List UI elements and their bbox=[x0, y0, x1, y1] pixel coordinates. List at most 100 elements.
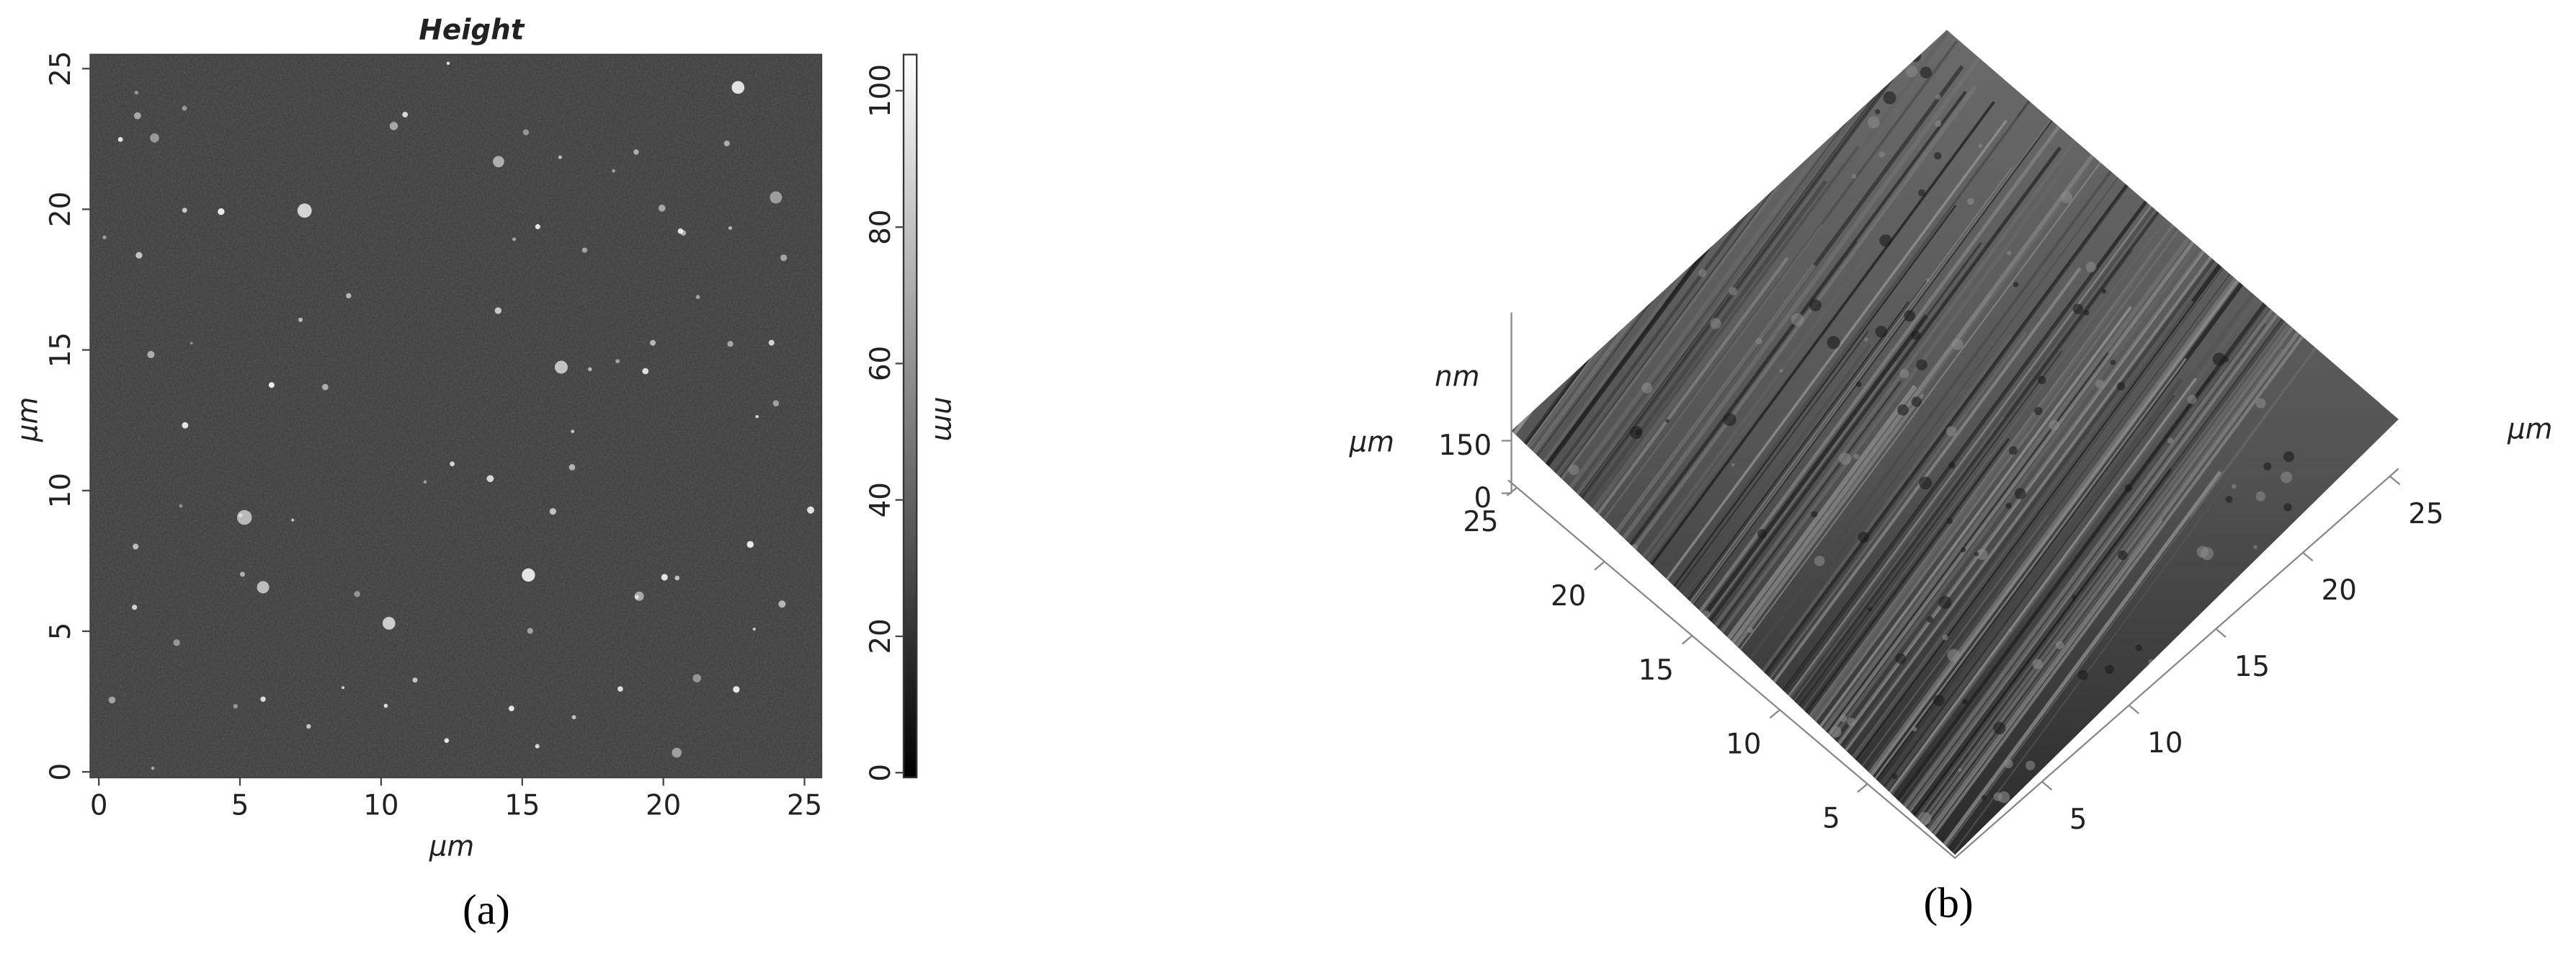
y-tick-label: 25 bbox=[45, 51, 77, 86]
speck bbox=[2148, 659, 2154, 665]
y-tick bbox=[1769, 709, 1781, 719]
ridge bbox=[1927, 293, 2329, 832]
particle bbox=[147, 351, 155, 359]
x-axis-label: μm bbox=[2507, 413, 2552, 445]
colorbar-tick-label: 0 bbox=[865, 764, 897, 782]
x-tick-label: 25 bbox=[2408, 498, 2443, 530]
speck bbox=[1962, 698, 1968, 705]
x-tick-label: 5 bbox=[231, 789, 249, 822]
speck bbox=[2072, 595, 2077, 600]
ridge bbox=[1721, 231, 2020, 633]
particle bbox=[402, 112, 409, 117]
ridge bbox=[1575, 79, 1885, 496]
particle bbox=[746, 540, 754, 548]
particle bbox=[642, 368, 649, 375]
speck bbox=[1853, 453, 1859, 460]
speck bbox=[1947, 649, 1960, 662]
speck bbox=[1814, 556, 1825, 566]
colorbar-tick-label: 20 bbox=[865, 618, 897, 654]
particle bbox=[692, 674, 701, 682]
y-tick bbox=[1506, 486, 1517, 497]
y-tick-label: 5 bbox=[45, 623, 77, 641]
speck bbox=[1909, 50, 1922, 63]
y-tick bbox=[1681, 635, 1693, 645]
speck bbox=[1927, 616, 1934, 623]
y-tick-label: 20 bbox=[45, 192, 77, 227]
speck bbox=[1665, 419, 1670, 423]
speck bbox=[2281, 471, 2293, 484]
speck bbox=[1755, 337, 1762, 344]
speck bbox=[2049, 419, 2060, 431]
particle bbox=[341, 686, 345, 690]
particle bbox=[102, 235, 107, 240]
particle bbox=[778, 600, 786, 608]
ridge bbox=[1879, 378, 2183, 786]
speck bbox=[1779, 368, 1783, 373]
ridge bbox=[1689, 279, 1927, 602]
speck bbox=[1993, 721, 2006, 735]
particle bbox=[768, 339, 775, 346]
ridge bbox=[1761, 334, 2013, 672]
particle bbox=[182, 105, 187, 111]
base-axes bbox=[1507, 468, 2399, 860]
particle bbox=[190, 342, 193, 344]
particle bbox=[268, 382, 275, 388]
caption: (a) bbox=[463, 886, 510, 933]
ridge bbox=[1683, 343, 1871, 597]
speck bbox=[1935, 94, 1941, 100]
ridge bbox=[1632, 85, 1978, 550]
ridge bbox=[1902, 258, 2308, 806]
speck bbox=[1918, 811, 1932, 825]
ridge bbox=[1904, 322, 2268, 810]
x-tick-label: 25 bbox=[787, 789, 822, 822]
particle bbox=[615, 359, 620, 364]
speck bbox=[1867, 607, 1872, 612]
speck bbox=[1946, 426, 1957, 437]
ridge bbox=[1870, 246, 2263, 776]
ridge bbox=[1884, 271, 2271, 791]
speck bbox=[2025, 760, 2036, 770]
speck bbox=[1981, 795, 1987, 801]
ridge bbox=[1814, 133, 2251, 722]
particle bbox=[527, 628, 533, 634]
speck bbox=[1757, 529, 1767, 539]
particle bbox=[133, 543, 139, 550]
particle bbox=[723, 141, 730, 147]
x-tick bbox=[2041, 780, 2053, 791]
particle bbox=[571, 715, 576, 720]
particle bbox=[581, 247, 588, 253]
particle bbox=[508, 705, 514, 711]
speck bbox=[2034, 406, 2043, 415]
particle bbox=[151, 766, 155, 770]
speck bbox=[1933, 695, 1945, 706]
ridge bbox=[1708, 146, 2062, 622]
ridge bbox=[1783, 270, 2096, 693]
particle bbox=[727, 341, 734, 347]
particle bbox=[134, 91, 138, 95]
speck bbox=[1851, 174, 1857, 179]
particle bbox=[549, 508, 556, 515]
particle bbox=[133, 112, 141, 120]
y-tick-label: 0 bbox=[45, 763, 77, 781]
particle bbox=[554, 360, 568, 374]
ridge bbox=[1641, 205, 1904, 558]
speck bbox=[2105, 664, 2114, 675]
y-tick-label: 15 bbox=[45, 332, 77, 368]
particle bbox=[383, 703, 388, 708]
speck bbox=[1747, 627, 1754, 633]
height-noise bbox=[90, 54, 821, 778]
speck bbox=[1978, 143, 1983, 148]
ridge bbox=[1764, 165, 2143, 675]
speck bbox=[2201, 547, 2214, 561]
y-tick-label: 20 bbox=[1551, 580, 1586, 613]
speck bbox=[1839, 453, 1851, 466]
particle bbox=[389, 122, 398, 130]
speck bbox=[2253, 545, 2258, 549]
y-axis-label: μm bbox=[12, 397, 45, 442]
ridge bbox=[1861, 515, 2049, 767]
speck bbox=[1723, 413, 1737, 427]
particle bbox=[571, 429, 575, 434]
speck bbox=[1879, 234, 1892, 247]
ridge bbox=[1734, 174, 2084, 646]
